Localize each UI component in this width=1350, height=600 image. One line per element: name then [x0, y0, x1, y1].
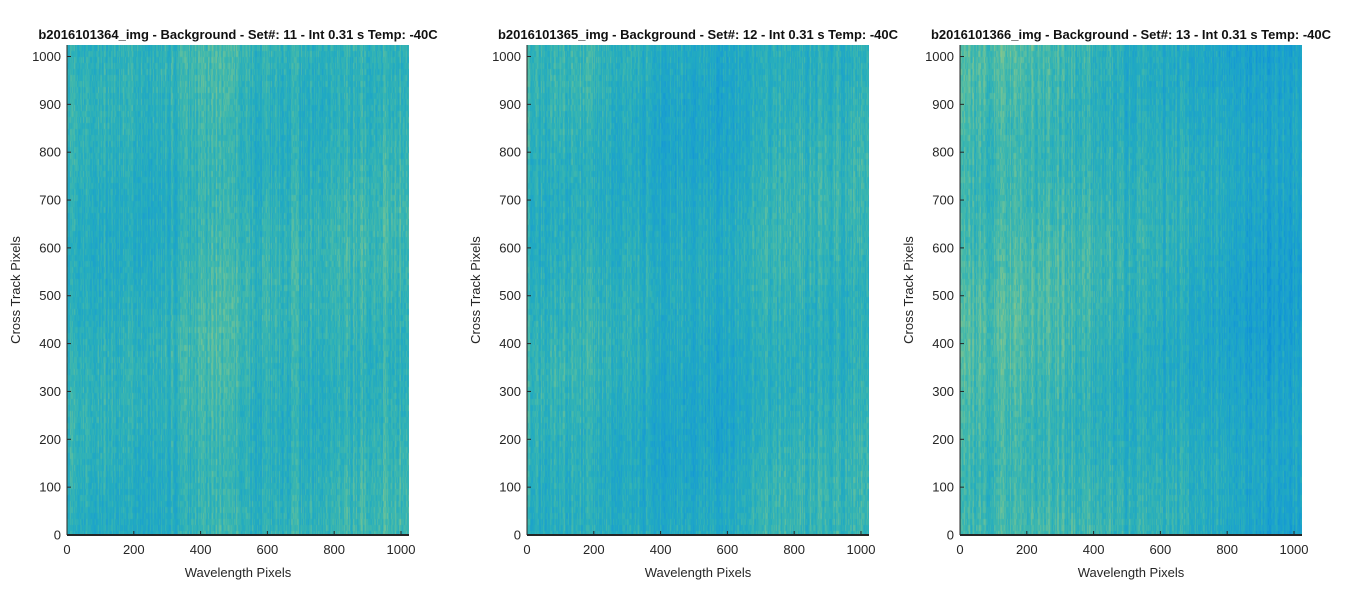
- x-tick-label: 600: [717, 542, 739, 557]
- x-tick-label: 800: [783, 542, 805, 557]
- heatmap-image-3: [960, 45, 1302, 535]
- y-tick-label: 800: [39, 145, 61, 160]
- y-axis-label: Cross Track Pixels: [901, 236, 916, 344]
- x-tick-label: 200: [583, 542, 605, 557]
- y-tick-label: 900: [932, 97, 954, 112]
- y-tick-label: 100: [499, 480, 521, 495]
- y-tick-label: 700: [39, 193, 61, 208]
- y-tick-label: 300: [932, 384, 954, 399]
- y-tick-label: 1000: [492, 49, 521, 64]
- y-axis-label: Cross Track Pixels: [8, 236, 23, 344]
- y-tick-label: 700: [932, 193, 954, 208]
- y-tick-label: 400: [39, 336, 61, 351]
- y-tick-label: 300: [499, 384, 521, 399]
- y-tick-label: 100: [932, 480, 954, 495]
- y-tick-label: 0: [514, 528, 521, 543]
- x-tick-label: 1000: [1280, 542, 1309, 557]
- y-tick-label: 200: [39, 432, 61, 447]
- x-tick-label: 800: [323, 542, 345, 557]
- y-tick-label: 300: [39, 384, 61, 399]
- y-axis-label: Cross Track Pixels: [468, 236, 483, 344]
- chart-title: b2016101366_img - Background - Set#: 13 …: [931, 27, 1332, 42]
- y-tick-label: 500: [39, 288, 61, 303]
- x-tick-label: 400: [190, 542, 212, 557]
- y-tick-label: 900: [39, 97, 61, 112]
- y-tick-label: 800: [932, 145, 954, 160]
- subplot-2: 0 200 400 600 800 1000 0 100 200 300 400 500 600 700 8…: [468, 27, 899, 580]
- x-tick-label: 0: [956, 542, 963, 557]
- y-tick-label: 400: [499, 336, 521, 351]
- x-tick-label: 1000: [387, 542, 416, 557]
- x-tick-label: 0: [523, 542, 530, 557]
- y-tick-label: 800: [499, 145, 521, 160]
- y-tick-label: 600: [932, 240, 954, 255]
- y-tick-label: 400: [932, 336, 954, 351]
- y-tick-label: 200: [499, 432, 521, 447]
- y-tick-label: 900: [499, 97, 521, 112]
- y-tick-label: 100: [39, 480, 61, 495]
- y-tick-label: 600: [499, 240, 521, 255]
- heatmap-image-1: [67, 45, 409, 535]
- x-tick-label: 400: [650, 542, 672, 557]
- heatmap-image-2: [527, 45, 869, 535]
- y-tick-label: 1000: [32, 49, 61, 64]
- y-tick-label: 700: [499, 193, 521, 208]
- x-axis-label: Wavelength Pixels: [185, 565, 292, 580]
- y-tick-label: 500: [499, 288, 521, 303]
- y-tick-label: 500: [932, 288, 954, 303]
- chart-title: b2016101365_img - Background - Set#: 12 …: [498, 27, 899, 42]
- x-tick-label: 200: [123, 542, 145, 557]
- y-tick-label: 600: [39, 240, 61, 255]
- x-tick-label: 600: [1150, 542, 1172, 557]
- x-tick-label: 0: [63, 542, 70, 557]
- x-tick-label: 200: [1016, 542, 1038, 557]
- y-tick-label: 0: [54, 528, 61, 543]
- y-tick-label: 1000: [925, 49, 954, 64]
- y-tick-label: 200: [932, 432, 954, 447]
- x-tick-label: 400: [1083, 542, 1105, 557]
- x-tick-label: 800: [1216, 542, 1238, 557]
- x-tick-label: 600: [257, 542, 279, 557]
- subplot-1: 0 200 400 600 800 1000 0 100 200 300 400 500 600 700 8…: [8, 27, 438, 580]
- subplot-grid: 0 200 400 600 800 100001002003004005006007008…: [8, 27, 1332, 580]
- x-axis-label: Wavelength Pixels: [645, 565, 752, 580]
- x-axis-label: Wavelength Pixels: [1078, 565, 1185, 580]
- x-tick-label: 1000: [847, 542, 876, 557]
- chart-title: b2016101364_img - Background - Set#: 11 …: [38, 27, 438, 42]
- subplot-3: 0 200 400 600 800 1000 0 100 200 300 400 500 600 700 8…: [901, 27, 1332, 580]
- y-tick-label: 0: [947, 528, 954, 543]
